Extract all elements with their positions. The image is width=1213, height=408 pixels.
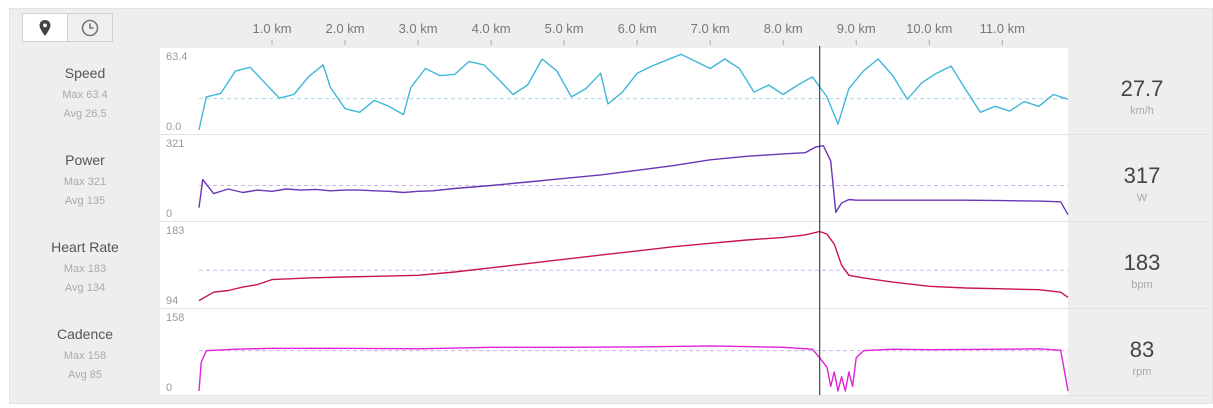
x-tick-label: 11.0 km: [980, 21, 1025, 36]
x-tick-label: 8.0 km: [764, 21, 803, 36]
metric-name: Speed: [64, 65, 106, 81]
metric-max: Max 183: [63, 263, 107, 275]
metric-avg: Avg 85: [67, 369, 103, 381]
current-value: 27.7: [1120, 76, 1164, 101]
y-min-label: 0: [166, 382, 172, 394]
current-unit: bpm: [1131, 279, 1153, 291]
distance-view-button[interactable]: [23, 14, 67, 41]
y-max-label: 321: [166, 138, 184, 150]
map-pin-icon: [39, 19, 51, 36]
metric-name: Power: [65, 152, 105, 168]
y-max-label: 63.4: [166, 51, 187, 63]
x-tick-label: 2.0 km: [326, 21, 365, 36]
current-unit: W: [1136, 192, 1148, 204]
y-max-label: 183: [166, 225, 184, 237]
y-min-label: 0.0: [166, 121, 181, 133]
current-value: 83: [1129, 337, 1155, 362]
x-tick-label: 9.0 km: [837, 21, 876, 36]
y-min-label: 94: [166, 295, 178, 307]
plot-background: [160, 222, 1068, 308]
x-tick-label: 3.0 km: [399, 21, 438, 36]
y-min-label: 0: [166, 208, 172, 220]
y-max-label: 158: [166, 312, 184, 324]
x-tick-label: 1.0 km: [253, 21, 292, 36]
x-tick-label: 5.0 km: [545, 21, 584, 36]
series-line: [198, 53, 1069, 131]
current-unit: rpm: [1132, 366, 1152, 378]
current-value: 183: [1123, 250, 1161, 275]
x-tick-label: 6.0 km: [618, 21, 657, 36]
clock-icon: [81, 19, 99, 36]
view-toggle: [22, 13, 113, 42]
plot-background: [160, 135, 1068, 221]
plot-heart-rate[interactable]: 183 94: [160, 222, 1213, 309]
plot-background: [160, 48, 1068, 134]
metric-avg: Avg 135: [64, 195, 106, 207]
x-tick-label: 7.0 km: [691, 21, 730, 36]
metric-avg: Avg 26.5: [63, 108, 107, 120]
x-tick-label: 10.0 km: [906, 21, 952, 36]
current-value: 317: [1123, 163, 1161, 188]
x-tick-label: 4.0 km: [472, 21, 511, 36]
x-axis: 1.0 km 2.0 km 3.0 km 4.0 km 5.0 km 6.0 km 7.0 …: [253, 21, 1025, 45]
chart-area: 1.0 km 2.0 km 3.0 km 4.0 km 5.0 km 6.0 km 7.0 …: [160, 21, 1213, 396]
metric-max: Max 321: [63, 176, 107, 188]
plot-background: [160, 309, 1068, 395]
series-line: [198, 144, 1069, 216]
series-line: [198, 230, 1069, 302]
metric-max: Max 63.4: [62, 89, 108, 101]
current-unit: km/h: [1130, 105, 1154, 117]
plot-speed[interactable]: 63.4 0.0: [160, 48, 1213, 135]
metric-name: Heart Rate: [51, 239, 119, 255]
time-view-button[interactable]: [67, 14, 112, 41]
metric-max: Max 158: [63, 350, 107, 362]
metric-avg: Avg 134: [64, 282, 106, 294]
series-line: [198, 345, 1069, 392]
plot-power[interactable]: 321 0: [160, 135, 1213, 222]
activity-charts-widget: 1.0 km 2.0 km 3.0 km 4.0 km 5.0 km 6.0 km 7.0 …: [9, 8, 1213, 404]
metric-name: Cadence: [56, 326, 114, 342]
